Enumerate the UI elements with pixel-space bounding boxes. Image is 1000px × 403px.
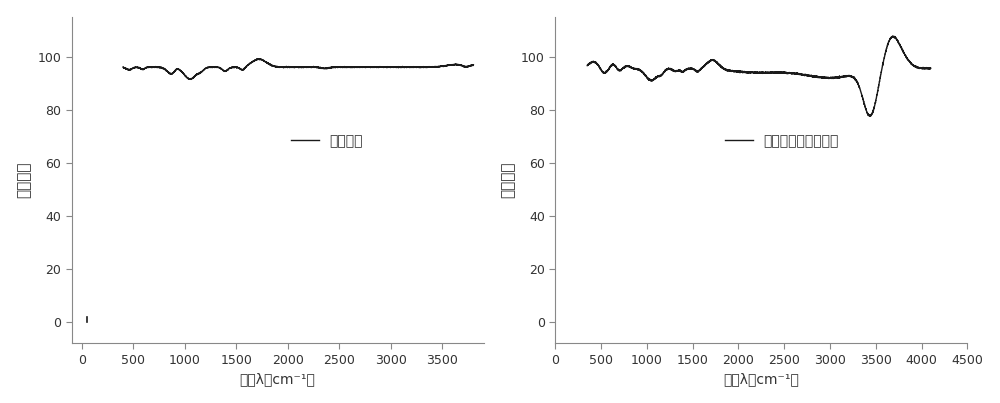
X-axis label: 波长λ（cm⁻¹）: 波长λ（cm⁻¹）	[723, 372, 799, 386]
Legend: 壳聚糖改性竹生物炭: 壳聚糖改性竹生物炭	[719, 128, 845, 154]
Legend: 竹生物炭: 竹生物炭	[285, 128, 369, 154]
Y-axis label: 吸收强度: 吸收强度	[500, 162, 515, 198]
Y-axis label: 吸收强度: 吸收强度	[17, 162, 32, 198]
X-axis label: 波长λ（cm⁻¹）: 波长λ（cm⁻¹）	[240, 372, 316, 386]
